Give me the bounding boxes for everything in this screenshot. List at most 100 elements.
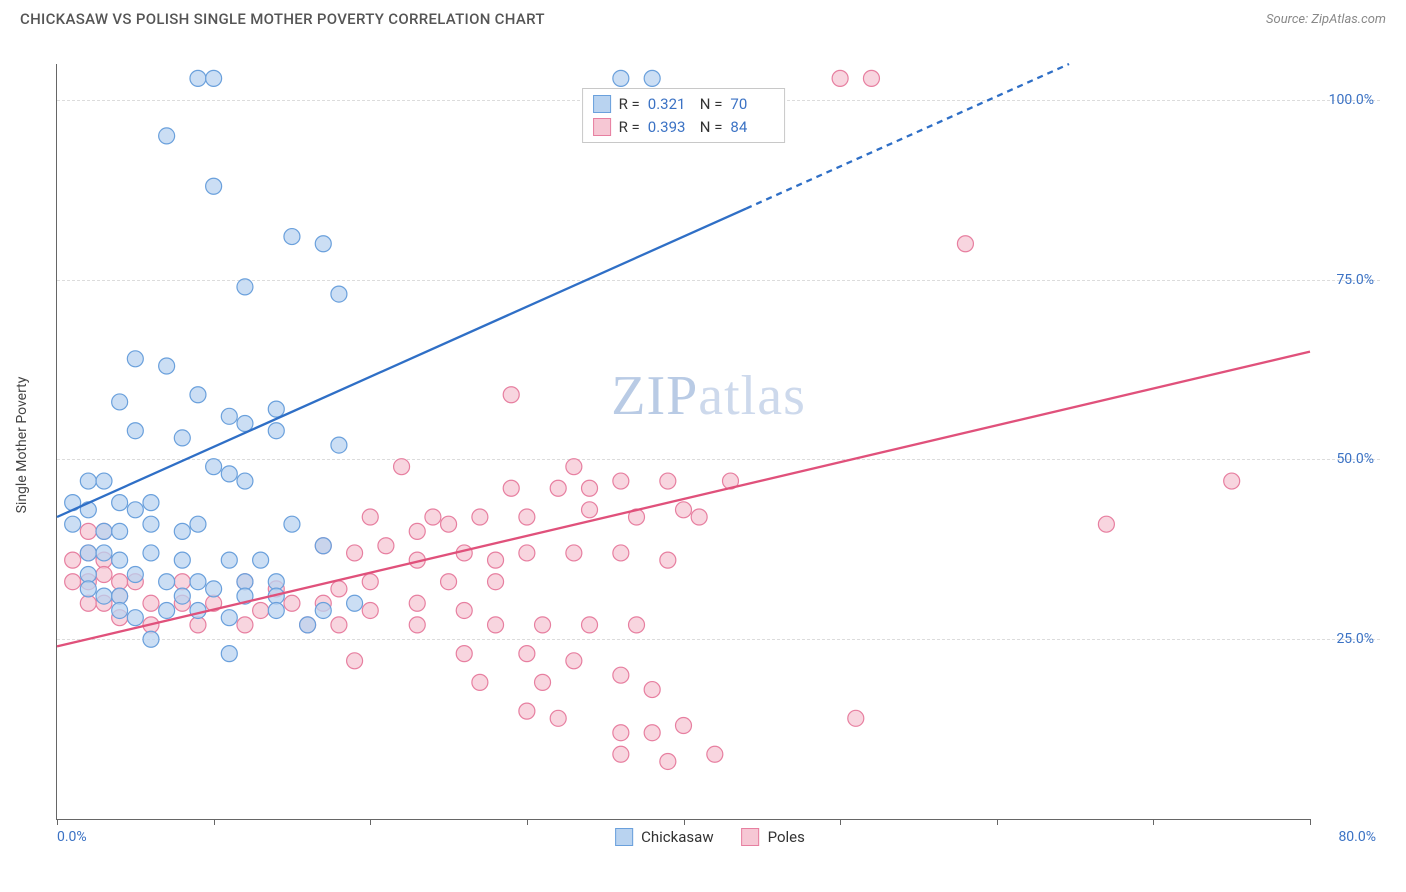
data-point (190, 387, 206, 403)
r-value-1: 0.321 (648, 93, 692, 116)
r-label-2: R = (619, 116, 640, 139)
data-point (566, 545, 582, 561)
x-tick (1310, 819, 1311, 825)
data-point (237, 279, 253, 295)
data-point (362, 574, 378, 590)
legend-swatch-poles (742, 828, 760, 846)
data-point (331, 617, 347, 633)
legend-item-poles: Poles (742, 828, 805, 846)
data-point (80, 567, 96, 583)
data-point (519, 646, 535, 662)
data-point (96, 523, 112, 539)
data-point (519, 545, 535, 561)
data-point (378, 538, 394, 554)
data-point (613, 667, 629, 683)
data-point (550, 710, 566, 726)
data-point (268, 401, 284, 417)
data-point (143, 631, 159, 647)
data-point (957, 236, 973, 252)
bottom-legend: Chickasaw Poles (615, 828, 805, 846)
data-point (127, 423, 143, 439)
data-point (268, 574, 284, 590)
data-point (582, 502, 598, 518)
data-point (550, 480, 566, 496)
data-point (660, 473, 676, 489)
data-point (613, 746, 629, 762)
data-point (347, 653, 363, 669)
data-point (268, 602, 284, 618)
data-point (221, 552, 237, 568)
data-point (347, 545, 363, 561)
data-point (1098, 516, 1114, 532)
data-point (206, 178, 222, 194)
data-point (65, 574, 81, 590)
data-point (159, 574, 175, 590)
data-point (582, 617, 598, 633)
data-point (221, 610, 237, 626)
data-point (112, 552, 128, 568)
x-tick (527, 819, 528, 825)
chart-title: CHICKASAW VS POLISH SINGLE MOTHER POVERT… (20, 10, 545, 28)
data-point (660, 552, 676, 568)
x-tick (840, 819, 841, 825)
data-point (159, 602, 175, 618)
data-point (174, 523, 190, 539)
x-tick (370, 819, 371, 825)
data-point (127, 351, 143, 367)
data-point (253, 552, 269, 568)
data-point (112, 574, 128, 590)
y-axis-label: Single Mother Poverty (14, 377, 30, 514)
data-point (80, 581, 96, 597)
data-point (206, 459, 222, 475)
data-point (143, 516, 159, 532)
data-point (394, 459, 410, 475)
data-point (206, 70, 222, 86)
data-point (315, 236, 331, 252)
data-point (284, 595, 300, 611)
data-point (174, 588, 190, 604)
data-point (472, 674, 488, 690)
data-point (535, 617, 551, 633)
data-point (221, 646, 237, 662)
data-point (221, 408, 237, 424)
legend-item-chickasaw: Chickasaw (615, 828, 713, 846)
data-point (613, 725, 629, 741)
data-point (488, 617, 504, 633)
data-point (863, 70, 879, 86)
data-point (96, 567, 112, 583)
data-point (362, 509, 378, 525)
data-point (112, 602, 128, 618)
data-point (237, 574, 253, 590)
scatter-svg (57, 64, 1310, 819)
data-point (112, 394, 128, 410)
data-point (676, 502, 692, 518)
data-point (676, 718, 692, 734)
data-point (472, 509, 488, 525)
stats-legend-box: R = 0.321 N = 70 R = 0.393 N = 84 (582, 88, 786, 143)
data-point (441, 516, 457, 532)
y-tick-label: 75.0% (1336, 272, 1374, 288)
y-tick-label: 100.0% (1329, 92, 1374, 108)
x-axis-max-label: 80.0% (1338, 829, 1376, 845)
data-point (503, 387, 519, 403)
legend-swatch-chickasaw (615, 828, 633, 846)
data-point (503, 480, 519, 496)
data-point (80, 545, 96, 561)
data-point (96, 545, 112, 561)
data-point (707, 746, 723, 762)
data-point (174, 574, 190, 590)
data-point (237, 617, 253, 633)
data-point (190, 574, 206, 590)
data-point (613, 70, 629, 86)
data-point (315, 538, 331, 554)
data-point (331, 581, 347, 597)
x-tick (684, 819, 685, 825)
data-point (127, 502, 143, 518)
data-point (143, 495, 159, 511)
data-point (96, 473, 112, 489)
n-label-2: N = (700, 116, 723, 139)
data-point (253, 602, 269, 618)
data-point (441, 574, 457, 590)
data-point (456, 602, 472, 618)
x-tick (57, 819, 58, 825)
